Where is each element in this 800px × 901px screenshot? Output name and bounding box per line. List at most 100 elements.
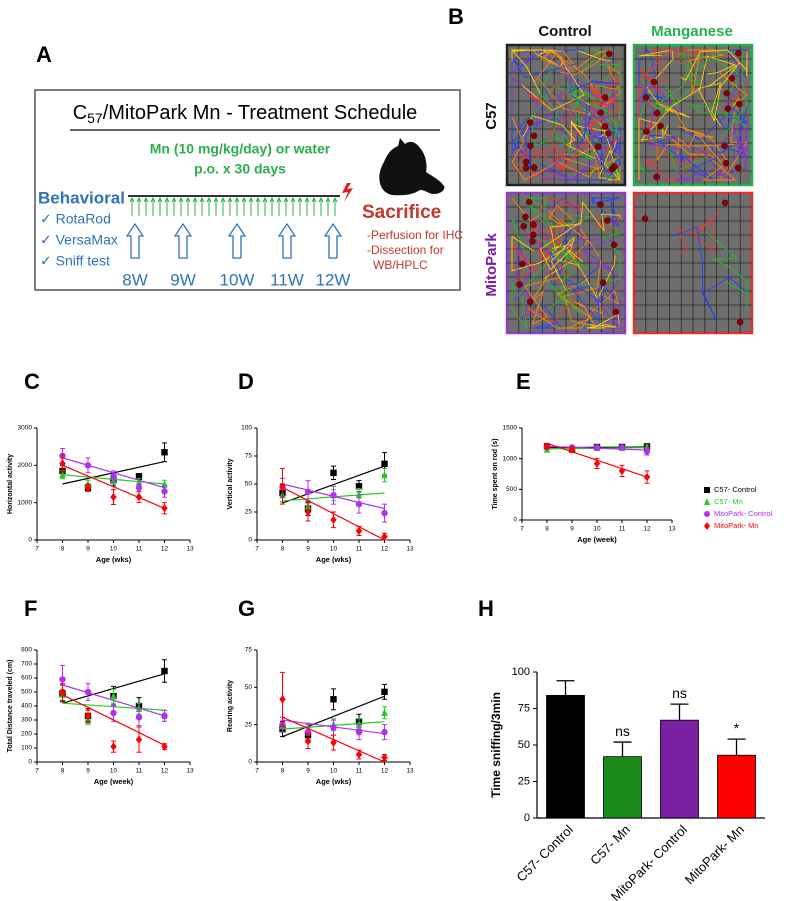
track xyxy=(680,49,748,81)
point xyxy=(59,676,66,683)
endpoint xyxy=(516,281,523,288)
y-tick-label: 100 xyxy=(21,745,32,752)
track xyxy=(638,49,691,118)
x-tick-label: 7 xyxy=(35,546,39,553)
dose-arrow xyxy=(276,196,282,216)
chart-panel: D 0 25 50 75 100 7 8 9 10 11 12 13 Age (wks) Vertical … xyxy=(227,369,414,564)
y-tick-label: 800 xyxy=(21,647,32,654)
point xyxy=(381,509,388,517)
endpoint xyxy=(605,50,613,57)
point xyxy=(59,687,66,697)
week: 9W xyxy=(170,270,196,289)
x-tick-label: 13 xyxy=(186,768,194,775)
legend-label: C57- Control xyxy=(714,485,757,494)
endpoint xyxy=(527,142,534,150)
dose-arrow xyxy=(192,196,198,216)
error-bar xyxy=(556,680,575,696)
panel-letter: A xyxy=(36,42,52,67)
point xyxy=(330,738,337,747)
track xyxy=(688,81,748,127)
track xyxy=(544,115,621,181)
legend-marker xyxy=(704,511,710,517)
legend-item: MitoPark- Mn xyxy=(704,521,759,530)
y-tick-label: 25 xyxy=(245,509,253,516)
lightning-icon xyxy=(342,183,353,202)
x-tick-label: 13 xyxy=(186,546,194,553)
x-axis-label: Age (wks) xyxy=(96,555,132,564)
dose: Mn (10 mg/kg/day) or water xyxy=(150,141,331,157)
dose-arrow xyxy=(255,196,261,216)
point xyxy=(84,711,92,720)
endpoint xyxy=(599,279,607,286)
dose-arrow xyxy=(220,196,226,216)
point xyxy=(161,479,168,488)
endpoint xyxy=(522,158,530,166)
point xyxy=(161,504,168,513)
track xyxy=(567,279,606,324)
dose-arrow xyxy=(199,196,205,216)
endpoint xyxy=(736,318,744,326)
track xyxy=(530,85,621,156)
endpoint xyxy=(721,199,729,207)
week-arrow xyxy=(227,222,247,259)
x-tick-label: 11 xyxy=(136,546,143,553)
sacrifice: Sacrifice xyxy=(362,202,441,223)
endpoint xyxy=(723,89,730,97)
endpoint xyxy=(657,122,664,130)
track xyxy=(715,118,748,177)
track xyxy=(638,80,714,181)
endpoint xyxy=(597,109,604,116)
x-tick-label: C57- Mn xyxy=(587,822,633,868)
y-tick-label: 1000 xyxy=(18,499,33,506)
track xyxy=(638,117,669,180)
endpoint xyxy=(604,217,611,224)
week-arrow xyxy=(173,222,193,259)
error-bar xyxy=(613,741,632,757)
dose-arrow xyxy=(136,196,142,216)
panel-a: A C57/MitoPark Mn - Treatment Schedule M… xyxy=(34,42,463,291)
track xyxy=(530,197,582,238)
bar xyxy=(660,719,699,819)
x-tick-label: 12 xyxy=(381,768,389,775)
point xyxy=(135,735,143,744)
x-tick-label: 13 xyxy=(406,768,414,775)
x-tick-label: 12 xyxy=(161,546,169,553)
x-axis-label: Age (wks) xyxy=(316,777,352,786)
week: 8W xyxy=(122,270,148,289)
track xyxy=(719,72,748,174)
dose-arrow xyxy=(290,196,296,216)
endpoint xyxy=(653,173,660,181)
track xyxy=(590,197,620,231)
week-arrow xyxy=(323,222,343,259)
endpoint xyxy=(642,94,650,101)
column-label: Manganese xyxy=(651,23,733,40)
endpoint xyxy=(522,164,530,172)
y-tick-label: 0 xyxy=(248,537,252,544)
dose-arrow xyxy=(206,196,212,216)
endpoint xyxy=(601,123,609,130)
dose-arrow xyxy=(304,196,310,216)
endpoint xyxy=(529,231,537,239)
track xyxy=(597,215,621,231)
significance-label: ns xyxy=(615,723,630,739)
point xyxy=(110,473,117,480)
track xyxy=(511,49,584,78)
track xyxy=(511,49,572,101)
x-tick-label: 10 xyxy=(110,768,118,775)
point xyxy=(110,692,117,700)
dose-arrow xyxy=(311,196,317,216)
dose-arrows xyxy=(129,196,338,216)
x-tick-label: 7 xyxy=(255,546,259,553)
track xyxy=(560,49,612,75)
track xyxy=(676,208,722,255)
point xyxy=(161,742,168,751)
legend-label: MitoPark- Mn xyxy=(714,521,759,530)
y-axis-label: Horizontal activity xyxy=(7,454,14,514)
panel-letter: C xyxy=(24,369,40,394)
test: ✓ Sniff test xyxy=(40,253,110,269)
title-prefix: C xyxy=(73,102,87,124)
x-tick-label: 10 xyxy=(593,526,601,533)
endpoint xyxy=(525,198,533,206)
y-tick-label: 100 xyxy=(241,425,252,432)
